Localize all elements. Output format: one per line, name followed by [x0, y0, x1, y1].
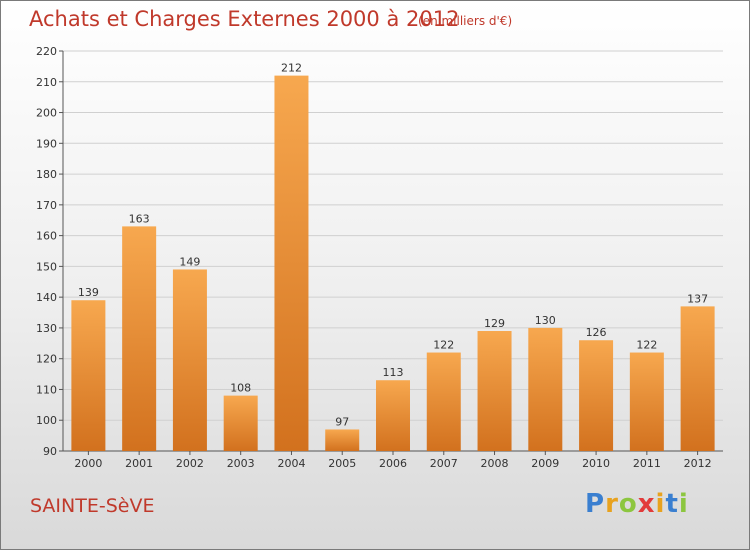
- x-tick-label: 2001: [125, 457, 153, 470]
- data-label: 137: [687, 292, 708, 305]
- bar: [579, 340, 614, 451]
- y-tick-label: 90: [43, 445, 57, 458]
- x-tick-label: 2000: [74, 457, 102, 470]
- labels: 90 100 110 120 130 140 150 160 170 180 190 200 210 22…: [36, 45, 712, 470]
- data-label: 113: [383, 366, 404, 379]
- proxiti-logo: Proxiti: [585, 489, 689, 519]
- chart-title: Achats et Charges Externes 2000 à 2012: [29, 7, 460, 31]
- y-tick-label: 170: [36, 199, 57, 212]
- y-tick-label: 160: [36, 230, 57, 243]
- data-label: 122: [636, 339, 657, 352]
- x-tick-label: 2010: [582, 457, 610, 470]
- x-tick-label: 2006: [379, 457, 407, 470]
- y-tick-label: 100: [36, 414, 57, 427]
- x-tick-label: 2007: [430, 457, 458, 470]
- bar: [426, 352, 461, 451]
- bar: [629, 352, 664, 451]
- bar: [223, 395, 258, 451]
- bars: [71, 75, 715, 451]
- y-tick-label: 180: [36, 168, 57, 181]
- location-name: SAINTE-SèVE: [30, 495, 155, 517]
- data-label: 130: [535, 314, 556, 327]
- y-tick-label: 200: [36, 107, 57, 120]
- x-tick-label: 2004: [277, 457, 305, 470]
- y-tick-label: 120: [36, 353, 57, 366]
- y-tick-label: 220: [36, 45, 57, 58]
- x-tick-label: 2003: [227, 457, 255, 470]
- data-label: 129: [484, 317, 505, 330]
- y-tick-label: 140: [36, 291, 57, 304]
- x-tick-label: 2008: [481, 457, 509, 470]
- y-tick-label: 210: [36, 76, 57, 89]
- x-tick-label: 2011: [633, 457, 661, 470]
- bar: [680, 306, 715, 451]
- bar: [122, 226, 157, 451]
- data-label: 139: [78, 286, 99, 299]
- data-label: 108: [230, 382, 251, 395]
- bar: [71, 300, 106, 451]
- bar: [325, 429, 360, 451]
- x-tick-label: 2005: [328, 457, 356, 470]
- x-tick-label: 2009: [531, 457, 559, 470]
- bar: [172, 269, 207, 451]
- data-label: 97: [335, 415, 349, 428]
- y-tick-label: 150: [36, 260, 57, 273]
- data-label: 149: [179, 255, 200, 268]
- y-tick-label: 110: [36, 383, 57, 396]
- y-tick-label: 130: [36, 322, 57, 335]
- chart-unit: (en milliers d'€): [418, 14, 513, 28]
- x-tick-label: 2002: [176, 457, 204, 470]
- data-label: 126: [586, 326, 607, 339]
- bar: [376, 380, 410, 451]
- bar: [274, 75, 309, 451]
- bar: [528, 327, 563, 451]
- x-tick-label: 2012: [684, 457, 712, 470]
- bar: [477, 331, 512, 451]
- data-label: 122: [433, 339, 454, 352]
- data-label: 212: [281, 62, 302, 75]
- y-tick-label: 190: [36, 137, 57, 150]
- data-label: 163: [129, 212, 150, 225]
